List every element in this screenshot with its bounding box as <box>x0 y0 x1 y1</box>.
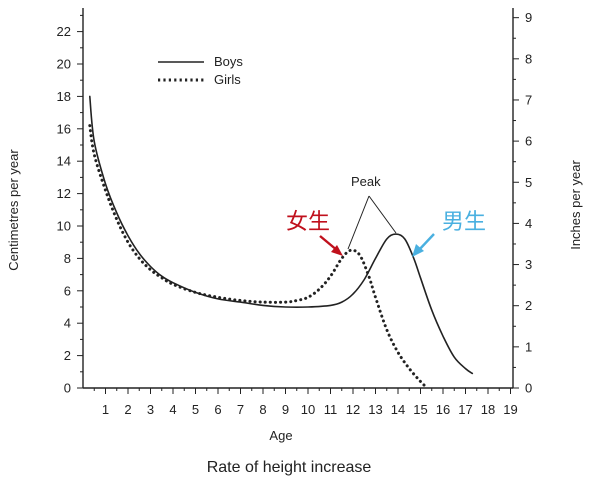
x-tick-label: 18 <box>481 402 495 417</box>
x-tick-label: 16 <box>436 402 450 417</box>
y-right-tick-label: 6 <box>525 134 532 149</box>
y-left-tick-label: 16 <box>57 121 71 136</box>
series-line-boys <box>89 95 474 375</box>
y-right-tick-label: 3 <box>525 257 532 272</box>
legend-girls-label: Girls <box>214 72 241 87</box>
annotations: Boys Girls Peak 女生 男生 Centimetres per ye… <box>6 54 583 476</box>
y-right-tick-label: 7 <box>525 92 532 107</box>
y-left-tick-label: 2 <box>64 348 71 363</box>
x-tick-label: 10 <box>301 402 315 417</box>
y-left-tick-label: 22 <box>57 24 71 39</box>
x-tick-label: 5 <box>192 402 199 417</box>
x-tick-label: 19 <box>503 402 517 417</box>
series-line-girls <box>88 124 429 390</box>
y-left-tick-label: 18 <box>57 89 71 104</box>
y-right-tick-label: 4 <box>525 216 532 231</box>
x-tick-label: 3 <box>147 402 154 417</box>
boy-annotation-label: 男生 <box>442 210 486 235</box>
x-tick-label: 8 <box>259 402 266 417</box>
girl-annotation-label: 女生 <box>286 210 330 235</box>
y-axis-left-title: Centimetres per year <box>6 149 21 271</box>
y-left-tick-label: 10 <box>57 219 71 234</box>
y-left-tick-label: 20 <box>57 57 71 72</box>
y-left-tick-label: 8 <box>64 251 71 266</box>
series-lines <box>88 95 474 390</box>
x-tick-label: 11 <box>324 402 338 417</box>
chart-caption: Rate of height increase <box>207 459 372 476</box>
x-tick-label: 13 <box>368 402 382 417</box>
y-left-tick-label: 14 <box>57 154 71 169</box>
y-axis-right-title: Inches per year <box>568 160 583 250</box>
y-right-tick-label: 1 <box>525 339 532 354</box>
y-left-tick-label: 4 <box>64 316 71 331</box>
x-tick-label: 6 <box>214 402 221 417</box>
x-tick-label: 9 <box>282 402 289 417</box>
peak-pointer-girls <box>347 195 370 250</box>
y-right-tick-label: 9 <box>525 10 532 25</box>
y-left-tick-label: 6 <box>64 283 71 298</box>
x-tick-label: 1 <box>102 402 109 417</box>
peak-pointer-boys <box>368 195 397 234</box>
x-axis-title: Age <box>269 428 292 443</box>
y-left-tick-label: 12 <box>57 186 71 201</box>
x-tick-label: 17 <box>458 402 472 417</box>
girl-arrow-icon <box>319 235 343 256</box>
x-tick-label: 14 <box>391 402 405 417</box>
x-tick-label: 4 <box>169 402 176 417</box>
legend-boys-label: Boys <box>214 54 243 69</box>
x-tick-label: 15 <box>413 402 427 417</box>
y-left-tick-label: 0 <box>64 381 71 396</box>
y-right-tick-label: 2 <box>525 298 532 313</box>
x-tick-label: 7 <box>237 402 244 417</box>
y-right-tick-label: 5 <box>525 175 532 190</box>
x-tick-label: 2 <box>124 402 131 417</box>
y-right-tick-label: 8 <box>525 51 532 66</box>
y-right-tick-label: 0 <box>525 381 532 396</box>
x-tick-label: 12 <box>346 402 360 417</box>
peak-label: Peak <box>351 174 381 189</box>
boy-arrow-icon <box>412 233 435 257</box>
